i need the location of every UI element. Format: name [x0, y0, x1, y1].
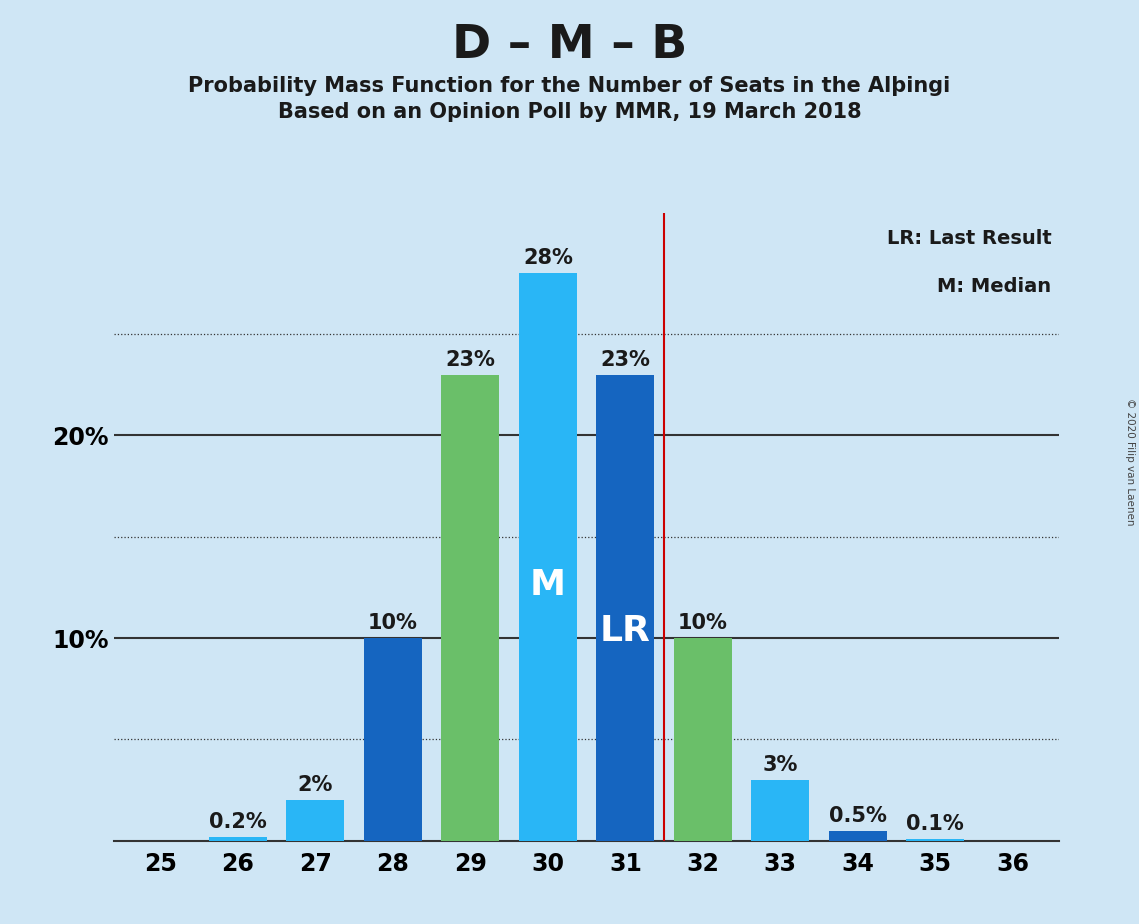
Text: 10%: 10% [368, 614, 418, 633]
Bar [829, 831, 887, 841]
Text: 3%: 3% [763, 755, 798, 775]
Bar [518, 274, 576, 841]
Text: LR: LR [600, 614, 650, 648]
Text: 10%: 10% [678, 614, 728, 633]
Text: D – M – B: D – M – B [452, 23, 687, 68]
Text: 2%: 2% [297, 775, 333, 796]
Text: Based on an Opinion Poll by MMR, 19 March 2018: Based on an Opinion Poll by MMR, 19 Marc… [278, 102, 861, 122]
Bar [752, 780, 810, 841]
Text: M: M [530, 568, 566, 602]
Bar [208, 837, 267, 841]
Text: 0.1%: 0.1% [907, 814, 964, 833]
Bar [363, 638, 421, 841]
Text: 23%: 23% [600, 349, 650, 370]
Text: 0.5%: 0.5% [829, 806, 887, 826]
Text: 28%: 28% [523, 249, 573, 268]
Bar [674, 638, 732, 841]
Bar [597, 374, 655, 841]
Bar [286, 800, 344, 841]
Text: Probability Mass Function for the Number of Seats in the Alþingi: Probability Mass Function for the Number… [188, 76, 951, 96]
Text: 23%: 23% [445, 349, 495, 370]
Bar [441, 374, 499, 841]
Text: © 2020 Filip van Laenen: © 2020 Filip van Laenen [1125, 398, 1134, 526]
Text: LR: Last Result: LR: Last Result [887, 229, 1051, 248]
Bar [907, 839, 965, 841]
Text: 0.2%: 0.2% [210, 811, 267, 832]
Text: M: Median: M: Median [937, 277, 1051, 297]
